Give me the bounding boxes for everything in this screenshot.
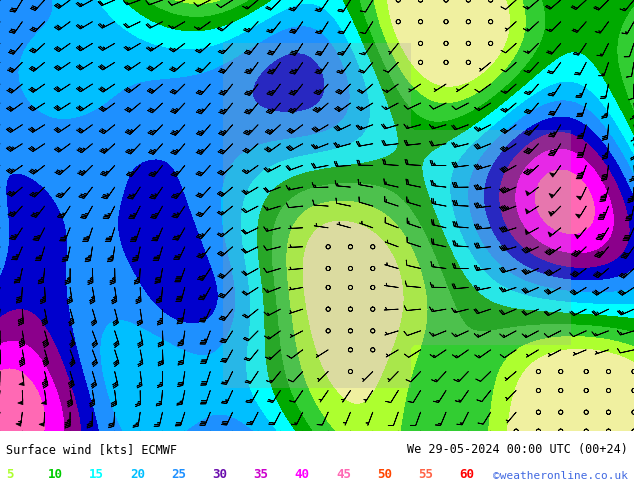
Text: ©weatheronline.co.uk: ©weatheronline.co.uk xyxy=(493,471,628,481)
Text: We 29-05-2024 00:00 UTC (00+24): We 29-05-2024 00:00 UTC (00+24) xyxy=(407,443,628,456)
Text: 15: 15 xyxy=(89,468,104,481)
Text: 40: 40 xyxy=(295,468,310,481)
Text: 50: 50 xyxy=(377,468,392,481)
Text: 30: 30 xyxy=(212,468,228,481)
Text: 25: 25 xyxy=(171,468,186,481)
Text: 55: 55 xyxy=(418,468,434,481)
Text: 60: 60 xyxy=(460,468,475,481)
Text: 10: 10 xyxy=(48,468,63,481)
Text: 45: 45 xyxy=(336,468,351,481)
Text: 20: 20 xyxy=(130,468,145,481)
Text: 5: 5 xyxy=(6,468,14,481)
Text: Surface wind [kts] ECMWF: Surface wind [kts] ECMWF xyxy=(6,443,178,456)
Text: 35: 35 xyxy=(254,468,269,481)
